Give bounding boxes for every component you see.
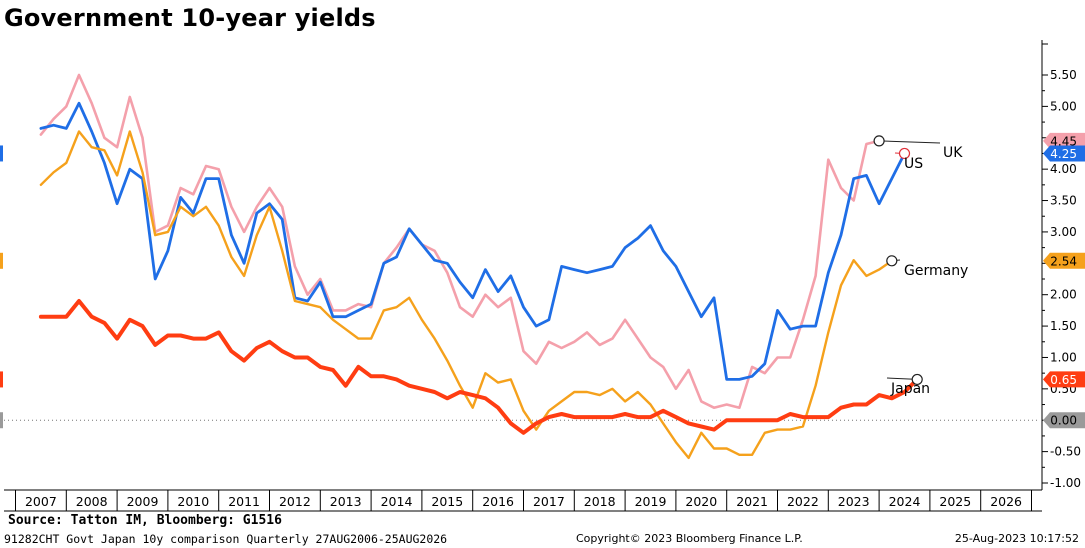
x-tick-label: 2020 (685, 494, 717, 509)
x-tick-label: 2013 (330, 494, 362, 509)
chart-title: Government 10-year yields (4, 4, 376, 32)
series-line-uk (39, 73, 881, 410)
x-tick-label: 2011 (228, 494, 260, 509)
series-line-japan (38, 299, 920, 435)
x-tick-label: 2007 (25, 494, 57, 509)
x-tick-label: 2010 (177, 494, 209, 509)
footer-copyright: Copyright© 2023 Bloomberg Finance L.P. (576, 532, 803, 545)
x-tick-label: 2024 (889, 494, 921, 509)
x-tick-label: 2008 (76, 494, 108, 509)
footer-security: 91282CHT Govt Japan 10y comparison Quart… (4, 532, 448, 546)
y-tick-label: 5.00 (1050, 99, 1077, 113)
y-tick-label: -1.00 (1050, 476, 1081, 490)
x-tick-label: 2023 (838, 494, 870, 509)
series-label-uk: UK (943, 145, 963, 161)
tag-box (1043, 371, 1085, 388)
leader-line-uk (879, 140, 941, 144)
tag-label: 4.45 (1050, 134, 1077, 148)
y-tick-label: 3.00 (1050, 225, 1077, 239)
last-value-tag: 0.65 (1043, 371, 1085, 388)
tag-box (1043, 132, 1085, 149)
x-tick-label: 2012 (279, 494, 311, 509)
end-marker-uk (873, 135, 885, 147)
y-tick-label: 3.50 (1050, 194, 1077, 208)
last-value-tags: 4.454.25 2.54 0.65 0.00 (0, 132, 1085, 429)
y-tick-label: 1.50 (1050, 319, 1077, 333)
x-tick-label: 2017 (533, 494, 565, 509)
series-line-germany (39, 130, 893, 460)
last-value-tag: 0.00 (1043, 412, 1085, 429)
left-edge-marker (0, 252, 3, 269)
left-edge-marker (0, 371, 3, 388)
last-value-tag: 4.45 (1043, 132, 1085, 149)
x-tick-label: 2015 (431, 494, 463, 509)
footer-timestamp: 25-Aug-2023 10:17:52 (954, 532, 1079, 545)
x-tick-label: 2019 (635, 494, 667, 509)
end-marker-japan (911, 373, 923, 386)
series-lines (38, 73, 920, 460)
x-tick-label: 2025 (939, 494, 971, 509)
end-marker-us (898, 147, 911, 160)
series-labels: UK US Germany Japan (873, 135, 968, 397)
x-tick-label: 2016 (482, 494, 514, 509)
series-label-us: US (904, 156, 923, 172)
end-marker-germany (886, 255, 898, 267)
tag-box (1043, 252, 1085, 269)
tag-label: 0.00 (1050, 414, 1077, 428)
tag-label: 4.25 (1050, 147, 1077, 161)
last-value-tag: 2.54 (1043, 252, 1085, 269)
y-tick-label: 2.00 (1050, 288, 1077, 302)
x-tick-label: 2026 (990, 494, 1022, 509)
tag-label: 0.65 (1050, 373, 1077, 387)
y-tick-label: 5.50 (1050, 68, 1077, 82)
series-label-germany: Germany (904, 263, 968, 279)
left-edge-marker (0, 145, 3, 162)
series-line-us (39, 101, 906, 381)
x-tick-label: 2022 (787, 494, 819, 509)
x-tick-label: 2014 (381, 494, 413, 509)
tag-box (1043, 145, 1085, 162)
y-tick-label: -0.50 (1050, 445, 1081, 459)
x-tick-label: 2018 (584, 494, 616, 509)
last-value-tag: 4.25 (1043, 145, 1085, 162)
left-edge-marker (0, 412, 3, 429)
x-tick-label: 2009 (127, 494, 159, 509)
x-tick-label: 2021 (736, 494, 768, 509)
source-note: Source: Tatton IM, Bloomberg: G1516 (8, 513, 282, 528)
tag-label: 2.54 (1050, 254, 1077, 268)
y-tick-label: 4.00 (1050, 162, 1077, 176)
y-tick-label: 1.00 (1050, 350, 1077, 364)
series-label-japan: Japan (890, 381, 930, 397)
tag-box (1043, 412, 1085, 429)
